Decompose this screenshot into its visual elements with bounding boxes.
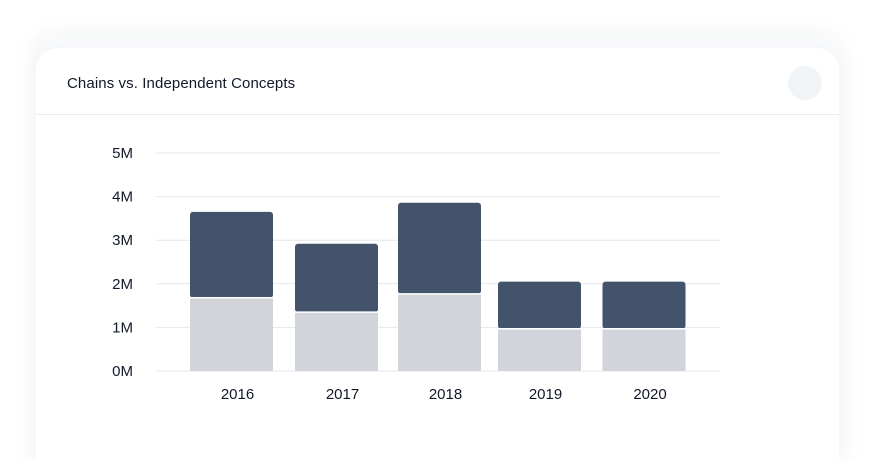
x-tick-label: 2017 (326, 386, 359, 403)
bar-segment-2019-series-2[interactable] (498, 281, 581, 329)
y-tick-label: 0M (112, 363, 133, 380)
bar-segment-2016-series-1[interactable] (190, 297, 273, 371)
bar-segment-2016-series-2[interactable] (190, 211, 273, 298)
bar-segment-2018-series-2[interactable] (398, 202, 481, 294)
y-tick-label: 5M (112, 145, 133, 162)
x-tick-label: 2016 (221, 386, 254, 403)
y-tick-label: 3M (112, 232, 133, 249)
bar-segment-2017-series-1[interactable] (295, 312, 378, 371)
x-tick-label: 2020 (633, 386, 666, 403)
x-tick-label: 2019 (529, 386, 562, 403)
chart-title: Chains vs. Independent Concepts (67, 75, 296, 92)
y-tick-label: 4M (112, 189, 133, 206)
x-axis-ticks: 2016 2017 2018 2019 2020 (221, 386, 667, 403)
y-tick-label: 1M (112, 319, 133, 336)
bar-segment-2020-series-1[interactable] (602, 328, 686, 371)
x-tick-label: 2018 (429, 386, 462, 403)
bar-segment-2019-series-1[interactable] (498, 328, 581, 371)
card-header: Chains vs. Independent Concepts (36, 48, 839, 115)
bar-segment-2018-series-1[interactable] (398, 293, 481, 371)
bar-segment-2020-series-2[interactable] (602, 281, 686, 329)
card-menu-button[interactable] (788, 66, 822, 100)
y-axis-ticks: 0M 1M 2M 3M 4M 5M (112, 145, 133, 380)
bar-segment-2017-series-2[interactable] (295, 243, 378, 313)
bars (190, 202, 686, 371)
y-tick-label: 2M (112, 276, 133, 293)
